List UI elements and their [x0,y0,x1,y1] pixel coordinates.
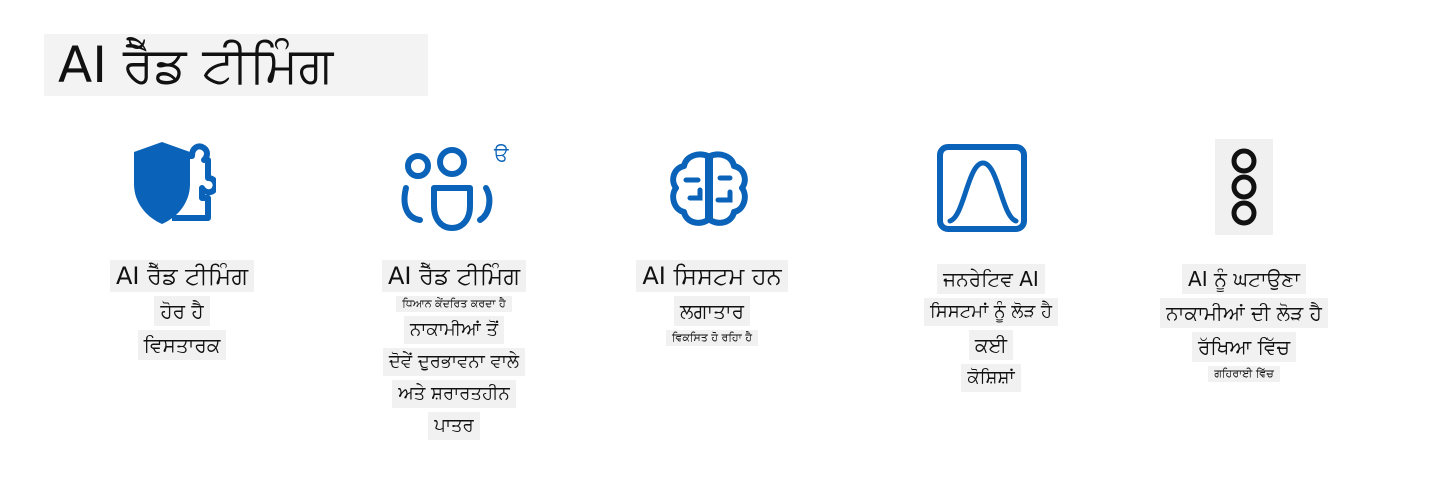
col2-line-5: ਅਤੇ ਸ਼ਰਾਰਤਹੀਨ [392,380,516,408]
page-title: AI ਰੈੱਡ ਟੀਮਿੰਗ [58,36,334,94]
col2-line-4: ਦੋਵੇਂ ਦੁਰਭਾਵਨਾ ਵਾਲੇ [382,348,526,376]
col1-line-1: AI ਰੈੱਡ ਟੀਮਿੰਗ [109,260,255,292]
bell-curve-icon [936,143,1030,235]
col2-line-2: ਧਿਆਨ ਕੇਂਦਰਿਤ ਕਰਦਾ ਹੈ [396,296,512,312]
col5-line-2: ਨਾਕਾਮੀਆਂ ਦੀ ਲੋੜ ਹੈ [1160,298,1328,328]
shield-puzzle-icon [126,138,216,230]
column-5: AI ਨੂੰ ਘਟਾਉਣਾ ਨਾਕਾਮੀਆਂ ਦੀ ਲੋੜ ਹੈ ਰੱਖਿਆ ਵ… [1104,260,1384,382]
col3-line-2: ਲਗਾਤਾਰ [673,296,751,326]
title-highlight: AI ਰੈੱਡ ਟੀਮਿੰਗ [44,34,428,96]
column-4: ਜਨਰੇਟਿਵ AI ਸਿਸਟਮਾਂ ਨੂੰ ਲੋੜ ਹੈ ਕਈ ਕੋਸ਼ਿਸ਼… [851,260,1131,392]
col1-line-3: ਵਿਸਤਾਰਕ [137,330,227,360]
people-group-icon: ੳ [398,142,509,236]
col4-line-2: ਸਿਸਟਮਾਂ ਨੂੰ ਲੋੜ ਹੈ [923,298,1059,326]
people-icon-glyph: ੳ [494,142,509,166]
col2-line-6: ਪਾਤਰ [428,412,480,440]
col5-line-4: ਗਹਿਰਾਈ ਵਿੱਚ [1208,366,1280,382]
col4-line-3: ਕਈ [968,330,1014,360]
col5-line-3: ਰੱਖਿਆ ਵਿੱਚ [1191,332,1297,362]
col5-line-1: AI ਨੂੰ ਘਟਾਉਣਾ [1182,264,1306,294]
three-circles-icon [1215,139,1273,235]
col2-line-3: ਨਾਕਾਮੀਆਂ ਤੋਂ [404,316,504,344]
column-3: AI ਸਿਸਟਮ ਹਨ ਲਗਾਤਾਰ ਵਿਕਸਿਤ ਹੋ ਰਹਿਾ ਹੈ [572,260,852,346]
col2-line-1: AI ਰੈੱਡ ਟੀਮਿੰਗ [381,260,527,292]
col4-line-1: ਜਨਰੇਟਿਵ AI [937,264,1045,294]
column-1: AI ਰੈੱਡ ਟੀਮਿੰਗ ਹੋਰ ਹੈ ਵਿਸਤਾਰਕ [42,260,322,360]
col1-line-2: ਹੋਰ ਹੈ [154,296,210,326]
brain-circuit-icon [668,150,750,228]
col3-line-1: AI ਸਿਸਟਮ ਹਨ [636,260,788,292]
column-2: AI ਰੈੱਡ ਟੀਮਿੰਗ ਧਿਆਨ ਕੇਂਦਰਿਤ ਕਰਦਾ ਹੈ ਨਾਕਾ… [314,260,594,440]
col4-line-4: ਕੋਸ਼ਿਸ਼ਾਂ [961,364,1021,392]
col3-line-3: ਵਿਕਸਿਤ ਹੋ ਰਹਿਾ ਹੈ [665,330,759,346]
